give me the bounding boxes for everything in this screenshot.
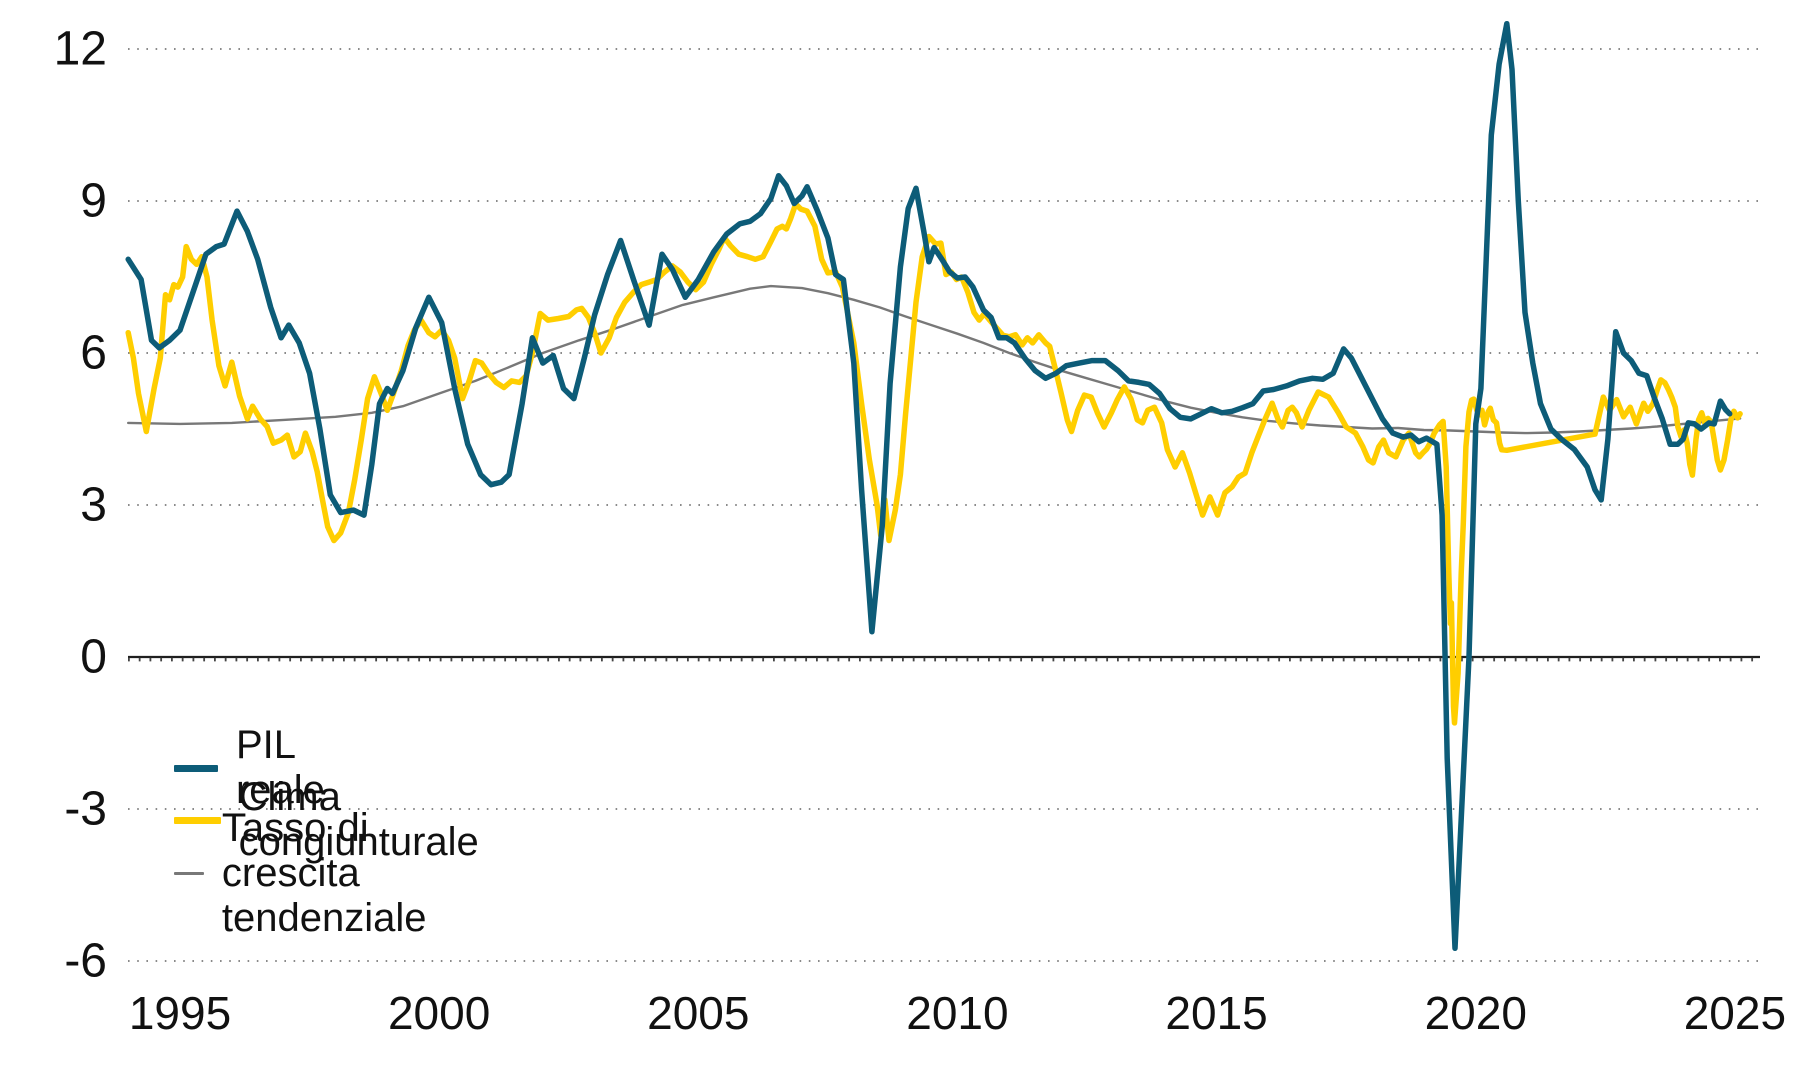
y-tick-label-0: 0 bbox=[80, 630, 107, 684]
y-tick-label--3: -3 bbox=[64, 782, 107, 836]
legend-label-clima-congiunturale: Clima congiunturale bbox=[238, 775, 479, 864]
y-tick-label-3: 3 bbox=[80, 478, 107, 532]
x-tick-label-2010: 2010 bbox=[906, 987, 1009, 1039]
series-line-0 bbox=[125, 20, 1733, 952]
legend-label-tasso-tendenziale: Tasso di crescita tendenziale bbox=[221, 805, 427, 940]
legend-item-tasso-tendenziale: Tasso di crescita tendenziale bbox=[174, 806, 461, 940]
tasso-tendenziale-line-swatch bbox=[174, 871, 204, 875]
legend-label-pil-reale: PIL reale bbox=[235, 723, 325, 812]
y-tick-label-12: 12 bbox=[53, 22, 107, 76]
x-tick-label-2020: 2020 bbox=[1424, 987, 1527, 1039]
series-line-2 bbox=[126, 284, 1742, 435]
clima-congiunturale-line-swatch bbox=[174, 816, 221, 824]
x-tick-label-2000: 2000 bbox=[387, 987, 491, 1039]
x-tick-label-2005: 2005 bbox=[647, 987, 750, 1039]
x-tick-label-2025: 2025 bbox=[1683, 987, 1787, 1039]
y-tick-label-6: 6 bbox=[80, 326, 107, 380]
x-tick-label-2015: 2015 bbox=[1165, 987, 1268, 1039]
x-tick-label-1995: 1995 bbox=[128, 987, 232, 1039]
pil-reale-line-swatch bbox=[174, 764, 218, 772]
legend-item-clima-congiunturale: Clima congiunturale bbox=[174, 775, 496, 864]
y-tick-label-9: 9 bbox=[80, 174, 107, 228]
y-tick-label--6: -6 bbox=[64, 934, 107, 988]
legend-item-pil-reale: PIL reale bbox=[174, 723, 345, 812]
